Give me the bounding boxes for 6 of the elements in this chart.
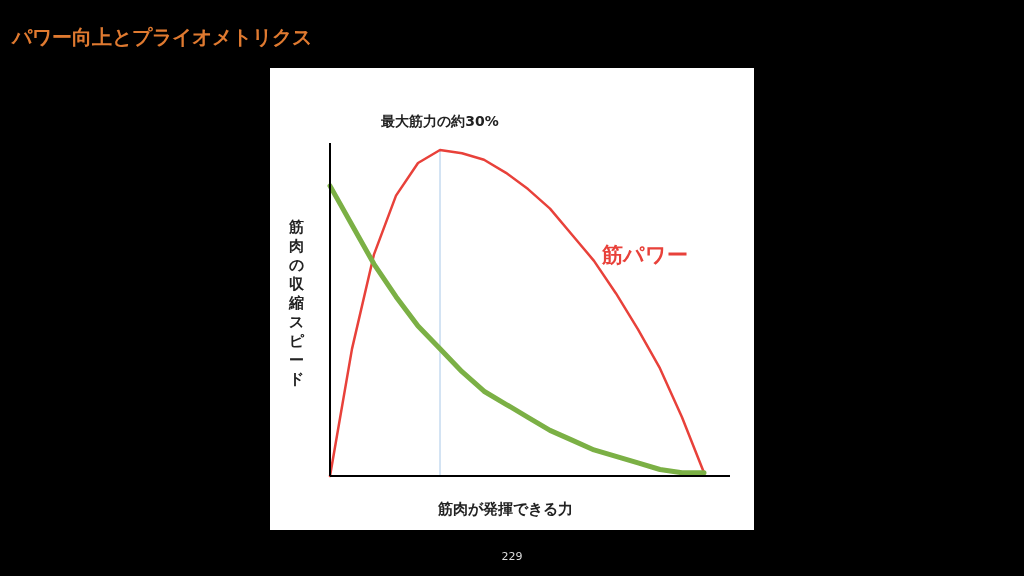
- text: 筋肉の収縮スピード: [288, 218, 304, 388]
- text: パワー向上とプライオメトリクス: [11, 25, 312, 49]
- x-axis-title: 筋肉が発揮できる力: [436, 500, 573, 518]
- series-label: 筋パワー: [601, 243, 688, 267]
- text: 最大筋力の約30%: [380, 113, 499, 129]
- text: 229: [501, 550, 523, 563]
